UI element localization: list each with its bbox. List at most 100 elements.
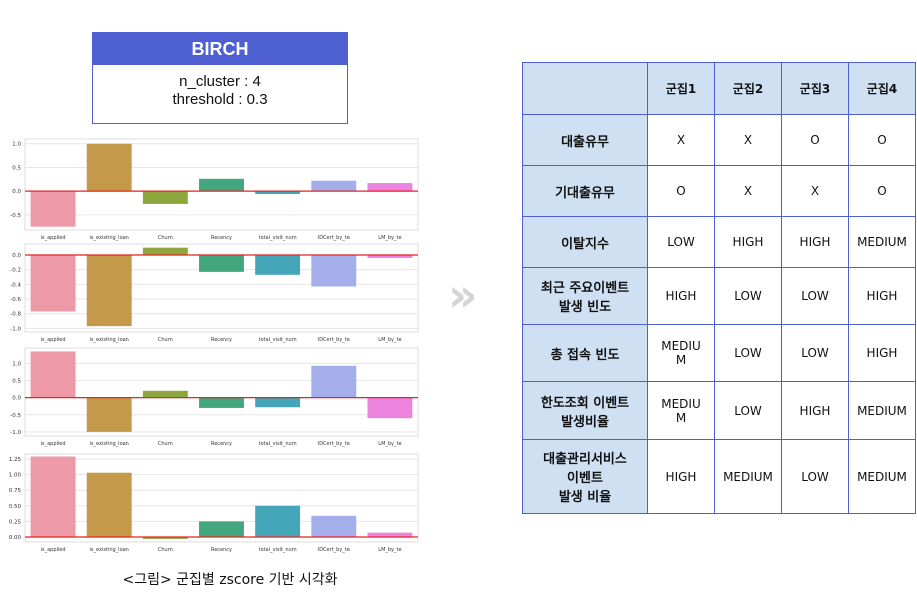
x-tick-label: total_visit_num: [259, 441, 297, 447]
x-tick-label: LM_by_te: [378, 337, 401, 343]
row-header-text: 기대출유무: [555, 185, 615, 201]
y-tick-label: 0.5: [12, 165, 21, 171]
x-tick-label: Recency: [211, 441, 232, 447]
y-tick-label: 0.00: [9, 535, 22, 541]
column-header-cluster3: 군집3: [781, 62, 849, 115]
double-chevron-right-icon: »: [448, 268, 478, 322]
bar-total_visit_num: [255, 505, 301, 538]
column-header-cluster4: 군집4: [848, 62, 916, 115]
y-tick-label: -0.5: [10, 213, 21, 219]
bar-total_visit_num: [255, 255, 301, 275]
row-header-text: 발생 비율: [558, 490, 612, 505]
threshold-text: threshold : 0.3: [172, 91, 268, 108]
x-tick-label: total_visit_num: [259, 337, 297, 343]
y-tick-label: -1.0: [10, 430, 21, 436]
table-cell: O: [848, 165, 916, 217]
table-row: 이탈지수 LOW HIGH HIGH MEDIUM: [522, 216, 916, 268]
table-row: 총 접속 빈도 MEDIU M LOW LOW HIGH: [522, 324, 916, 382]
x-tick-label: total_visit_num: [259, 547, 297, 553]
y-tick-label: -0.6: [10, 297, 21, 303]
bar-is_applied: [30, 351, 76, 398]
table-cell: MEDIUM: [848, 216, 916, 268]
table-cell: HIGH: [714, 216, 782, 268]
table-cell-text: X: [743, 184, 753, 198]
x-tick-label: LM_by_te: [378, 235, 401, 241]
table-cell-text: MEDIUM: [857, 235, 907, 249]
bar-Churn: [142, 191, 188, 204]
y-tick-label: 1.0: [12, 142, 21, 148]
table-cell: X: [714, 114, 782, 166]
row-header-cell: 대출유무: [522, 114, 648, 166]
table-cell-text: O: [676, 184, 686, 198]
table-row: 대출관리서비스 이벤트 발생 비율 HIGH MEDIUM LOW MEDIUM: [522, 439, 916, 514]
x-tick-label: is_existing_loan: [90, 337, 129, 343]
table-cell: LOW: [714, 324, 782, 382]
bar-is_applied: [30, 191, 76, 227]
table-cell-text: X: [743, 133, 753, 147]
x-tick-label: LM_by_te: [378, 441, 401, 447]
bar-LM_by_te: [367, 183, 413, 192]
table-row: 기대출유무 O X X O: [522, 165, 916, 217]
table-cell: X: [647, 114, 715, 166]
row-header-cell: 최근 주요이벤트 발생 빈도: [522, 267, 648, 325]
y-tick-label: -1.0: [10, 326, 21, 332]
figure-caption: <그림> 군집별 zscore 기반 시각화: [122, 572, 338, 588]
table-cell: LOW: [714, 267, 782, 325]
table-cell-text: LOW: [667, 235, 695, 249]
bar-IDCert_by_te: [311, 365, 357, 398]
table-cell-text: LOW: [734, 289, 762, 303]
row-header-text: 한도조회 이벤트: [540, 395, 630, 411]
row-header-text: 대출유무: [561, 134, 609, 150]
y-tick-label: -0.5: [10, 413, 21, 419]
row-header-cell: 이탈지수: [522, 216, 648, 268]
x-tick-label: is_applied: [41, 235, 66, 241]
table-cell: LOW: [647, 216, 715, 268]
y-tick-label: 0.50: [9, 504, 22, 510]
bar-Churn: [142, 247, 188, 255]
table-cell-text: O: [810, 133, 820, 147]
table-cell: MEDIUM: [848, 439, 916, 514]
table-cell: HIGH: [848, 267, 916, 325]
table-cell-text: LOW: [734, 346, 762, 360]
cluster-3-zscore-chart: 1.0 0.5 0.0 -0.5 -1.0 is_applied is_existing_l…: [10, 347, 419, 447]
row-header-text: 대출관리서비스: [543, 452, 627, 467]
table-cell: HIGH: [647, 267, 715, 325]
table-cell: MEDIUM: [714, 439, 782, 514]
x-tick-label: is_applied: [41, 337, 66, 343]
x-tick-label: is_existing_loan: [90, 235, 129, 241]
table-cell-text: HIGH: [799, 235, 831, 249]
x-tick-label: is_applied: [41, 547, 66, 553]
x-tick-label: is_applied: [41, 441, 66, 447]
table-cell: HIGH: [781, 216, 849, 268]
row-header-cell: 기대출유무: [522, 165, 648, 217]
x-tick-label: is_existing_loan: [90, 441, 129, 447]
table-cell-text: HIGH: [799, 403, 831, 418]
x-tick-label: Churn: [158, 235, 173, 241]
bar-is_existing_loan: [86, 397, 132, 432]
table-cell-text: LOW: [801, 346, 829, 360]
bar-Recency: [199, 178, 244, 192]
x-tick-label: Churn: [158, 547, 173, 553]
table-cell-text: LOW: [734, 403, 762, 418]
x-tick-label: Recency: [211, 235, 232, 241]
y-tick-label: 0.0: [12, 253, 21, 259]
table-cell-text: LOW: [801, 289, 829, 303]
row-header-text: 이탈지수: [561, 236, 609, 252]
x-tick-label: total_visit_num: [259, 235, 297, 241]
column-header-cluster1: 군집1: [647, 62, 715, 115]
bar-is_existing_loan: [86, 255, 132, 327]
bar-is_existing_loan: [86, 143, 132, 192]
cluster-2-zscore-chart: 0.0 -0.2 -0.4 -0.6 -0.8 -1.0 is_applied is_exis…: [10, 243, 419, 343]
table-cell: HIGH: [781, 381, 849, 440]
table-cell-text: HIGH: [665, 289, 697, 303]
cluster-summary-table: 군집1 군집2 군집3 군집4 대출유무 X X O O 기대출유무 O X X O 이탈지수 LOW…: [522, 62, 916, 514]
bar-IDCert_by_te: [311, 180, 357, 192]
birch-params: n_cluster : 4 threshold : 0.3: [93, 65, 347, 109]
cluster-1-zscore-chart: 1.0 0.5 0.0 -0.5 is_applied is_existing_loan C…: [10, 138, 419, 241]
bar-Churn: [142, 390, 188, 398]
bar-Churn: [142, 537, 188, 539]
table-cell: LOW: [781, 439, 849, 514]
row-header-cell: 총 접속 빈도: [522, 324, 648, 382]
table-corner-cell: [522, 62, 648, 115]
